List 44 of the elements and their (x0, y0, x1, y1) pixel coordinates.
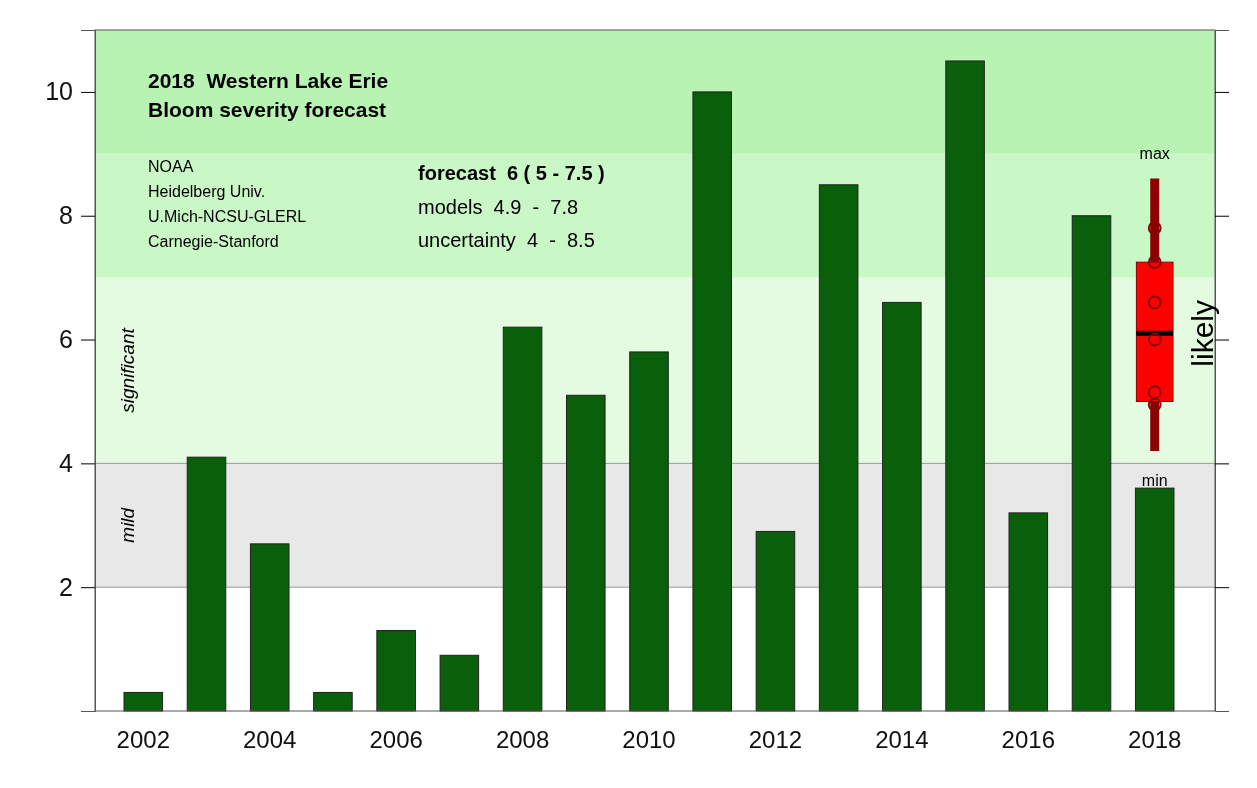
x-tick-label: 2002 (116, 726, 170, 754)
bar (439, 654, 480, 712)
x-tick-label: 2018 (1128, 726, 1182, 754)
bar (1071, 215, 1112, 712)
band-label: mild (117, 506, 138, 543)
y-tick-label: 6 (59, 325, 73, 354)
bar (882, 301, 922, 712)
y-tick-label: 4 (59, 448, 74, 477)
bar (755, 530, 796, 712)
bar (692, 91, 732, 712)
annotation: max (1139, 144, 1170, 162)
annotation: Heidelberg Univ. (148, 183, 266, 200)
annotation: uncertainty 4 - 8.5 (418, 229, 595, 251)
bar (376, 630, 416, 712)
text: 2018 Western Lake Erie Bloom severity forecast (148, 69, 389, 121)
y-tick-label: 10 (45, 77, 73, 106)
annotation: models 4.9 - 7.8 (418, 196, 579, 218)
x-tick-label: 2004 (243, 726, 297, 754)
annotation: Carnegie-Stanford (148, 233, 279, 250)
bar (1134, 487, 1175, 712)
bar (945, 60, 985, 712)
x-tick-label: 2014 (875, 726, 929, 754)
y-tick-label: 8 (59, 201, 73, 230)
x-tick-label: 2012 (748, 726, 803, 754)
x-tick-label: 2008 (495, 726, 550, 754)
bar (818, 184, 859, 712)
bar (123, 691, 164, 712)
bar (1008, 512, 1049, 712)
x-tick-label: 2006 (369, 726, 423, 754)
bar (629, 351, 669, 712)
annotation: likely (1185, 300, 1219, 367)
x-tick-label: 2010 (622, 726, 676, 754)
annotation: NOAA (148, 158, 194, 175)
annotation: U.Mich-NCSU-GLERL (148, 208, 307, 225)
bar (566, 394, 606, 712)
band-label: significant (117, 327, 138, 413)
x-tick-label: 2016 (1001, 726, 1055, 754)
bar (313, 691, 353, 712)
annotation: min (1141, 472, 1168, 490)
bar (502, 326, 543, 712)
y-tick-label: 2 (59, 572, 73, 601)
bar (249, 543, 290, 712)
annotation: forecast 6 ( 5 - 7.5 ) (418, 162, 605, 184)
bar (186, 456, 227, 712)
